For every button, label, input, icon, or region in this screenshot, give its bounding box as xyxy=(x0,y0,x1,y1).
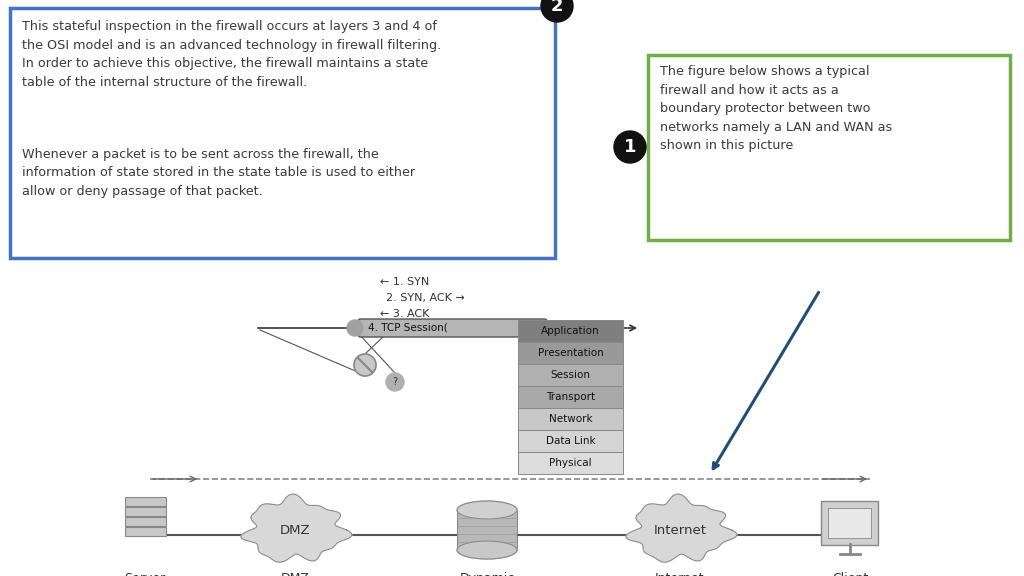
Circle shape xyxy=(354,354,376,376)
FancyBboxPatch shape xyxy=(518,320,623,342)
Text: The figure below shows a typical
firewall and how it acts as a
boundary protecto: The figure below shows a typical firewal… xyxy=(660,65,892,152)
FancyBboxPatch shape xyxy=(648,55,1010,240)
Text: Session: Session xyxy=(551,370,591,380)
FancyBboxPatch shape xyxy=(518,342,623,364)
FancyBboxPatch shape xyxy=(358,319,547,337)
Text: Transport: Transport xyxy=(546,392,595,402)
Text: Physical: Physical xyxy=(549,458,592,468)
Text: Application: Application xyxy=(542,326,600,336)
Circle shape xyxy=(614,131,646,163)
Ellipse shape xyxy=(457,501,517,519)
Circle shape xyxy=(386,373,404,391)
Polygon shape xyxy=(626,494,737,562)
FancyBboxPatch shape xyxy=(125,526,166,536)
Text: This stateful inspection in the firewall occurs at layers 3 and 4 of
the OSI mod: This stateful inspection in the firewall… xyxy=(22,20,441,89)
FancyBboxPatch shape xyxy=(518,430,623,452)
FancyBboxPatch shape xyxy=(10,8,555,258)
Text: ← 3. ACK: ← 3. ACK xyxy=(380,309,430,319)
FancyBboxPatch shape xyxy=(821,501,878,545)
Circle shape xyxy=(541,0,573,22)
Text: ← 1. SYN: ← 1. SYN xyxy=(380,277,430,287)
Circle shape xyxy=(347,320,362,336)
FancyBboxPatch shape xyxy=(518,408,623,430)
Text: Whenever a packet is to be sent across the firewall, the
information of state st: Whenever a packet is to be sent across t… xyxy=(22,148,415,198)
Text: Network: Network xyxy=(549,414,592,424)
FancyBboxPatch shape xyxy=(125,517,166,525)
Text: Client: Client xyxy=(831,572,868,576)
Polygon shape xyxy=(241,494,352,562)
Text: 2. SYN, ACK →: 2. SYN, ACK → xyxy=(386,293,464,303)
FancyBboxPatch shape xyxy=(457,510,517,550)
FancyBboxPatch shape xyxy=(518,452,623,474)
Text: Dynamic
Packet Filter: Dynamic Packet Filter xyxy=(449,572,525,576)
FancyBboxPatch shape xyxy=(125,506,166,516)
Text: Internet: Internet xyxy=(655,572,705,576)
Text: Internet: Internet xyxy=(653,524,707,536)
Ellipse shape xyxy=(457,541,517,559)
Text: 2: 2 xyxy=(551,0,563,15)
FancyBboxPatch shape xyxy=(518,386,623,408)
FancyBboxPatch shape xyxy=(518,364,623,386)
Text: Data Link: Data Link xyxy=(546,436,595,446)
Text: ?: ? xyxy=(392,377,397,387)
FancyBboxPatch shape xyxy=(125,497,166,506)
Text: Presentation: Presentation xyxy=(538,348,603,358)
Text: Server: Server xyxy=(125,572,166,576)
Text: 1: 1 xyxy=(624,138,636,156)
Text: DMZ: DMZ xyxy=(281,572,309,576)
Text: 4. TCP Session(: 4. TCP Session( xyxy=(368,323,447,333)
FancyBboxPatch shape xyxy=(828,508,871,538)
Text: DMZ: DMZ xyxy=(280,524,310,536)
